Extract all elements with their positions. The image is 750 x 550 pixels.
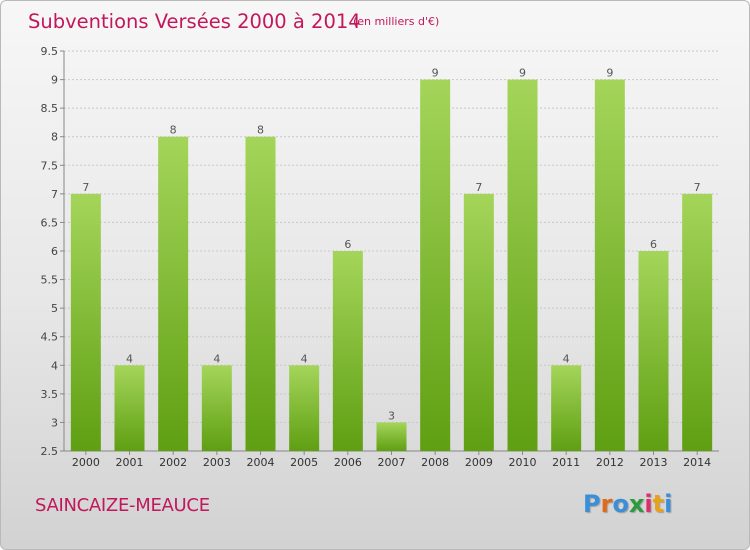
y-tick-label: 3	[51, 416, 58, 429]
data-label: 7	[475, 181, 482, 194]
bar-2014	[682, 193, 713, 451]
logo-letter: t	[652, 490, 665, 518]
logo-letter: i	[644, 490, 653, 518]
chart-unit-label: (en milliers d'€)	[353, 15, 440, 28]
x-tick-label: 2004	[247, 456, 275, 469]
x-tick-label: 2012	[596, 456, 624, 469]
y-tick-label: 9	[51, 74, 58, 87]
data-label: 9	[519, 67, 526, 80]
x-tick-label: 2000	[72, 456, 100, 469]
y-tick-label: 8	[51, 131, 58, 144]
bar-2000	[70, 193, 101, 451]
bar-2004	[245, 136, 276, 451]
y-tick-label: 7	[51, 188, 58, 201]
bar-2008	[420, 79, 451, 452]
bar-2011	[551, 365, 582, 451]
data-label: 8	[257, 124, 264, 137]
y-tick-label: 3.5	[41, 388, 59, 401]
y-tick-label: 7.5	[41, 159, 59, 172]
data-label: 3	[388, 409, 395, 422]
chart-title: Subventions Versées 2000 à 2014	[28, 10, 361, 33]
data-label: 4	[213, 352, 220, 365]
logo-letter: i	[664, 490, 673, 518]
y-tick-label: 8.5	[41, 102, 59, 115]
x-tick-label: 2006	[334, 456, 362, 469]
x-tick-label: 2002	[159, 456, 187, 469]
y-tick-label: 6.5	[41, 216, 59, 229]
labels: 2.5 3 3.5 4 4.5 5 5.5 6 6.5 7 7.5 8 8.5 9 9.5 2000 7 2001…	[41, 45, 712, 469]
x-tick-label: 2003	[203, 456, 231, 469]
bar-2005	[289, 365, 320, 451]
data-label: 8	[170, 124, 177, 137]
bar-2003	[201, 365, 232, 451]
x-tick-label: 2008	[421, 456, 449, 469]
data-label: 4	[126, 352, 133, 365]
x-tick-label: 2010	[509, 456, 537, 469]
bar-2002	[158, 136, 189, 451]
y-tick-label: 9.5	[41, 45, 59, 58]
bar-2010	[507, 79, 538, 452]
logo-letter: x	[628, 490, 645, 518]
bar-2001	[114, 365, 145, 451]
data-label: 4	[301, 352, 308, 365]
y-tick-label: 5.5	[41, 274, 59, 287]
y-tick-label: 5	[51, 302, 58, 315]
y-tick-label: 2.5	[41, 445, 59, 458]
x-tick-label: 2011	[552, 456, 580, 469]
bar-2013	[638, 251, 669, 451]
y-tick-label: 4.5	[41, 331, 59, 344]
bar-2006	[332, 251, 363, 451]
bar-2007	[376, 422, 407, 451]
data-label: 9	[606, 67, 613, 80]
logo-letter: r	[600, 490, 613, 518]
bar-2009	[463, 193, 494, 451]
x-tick-label: 2005	[290, 456, 318, 469]
proxiti-logo: Proxiti	[583, 490, 672, 518]
bar-2012	[594, 79, 625, 452]
x-tick-label: 2014	[683, 456, 711, 469]
data-label: 6	[344, 238, 351, 251]
x-tick-label: 2013	[640, 456, 668, 469]
data-label: 9	[432, 67, 439, 80]
commune-name: SAINCAIZE-MEAUCE	[35, 495, 210, 516]
data-label: 6	[650, 238, 657, 251]
data-label: 4	[563, 352, 570, 365]
logo-letter: P	[583, 490, 601, 518]
x-tick-label: 2001	[116, 456, 144, 469]
y-tick-label: 6	[51, 245, 58, 258]
y-tick-label: 4	[51, 359, 58, 372]
x-tick-label: 2007	[378, 456, 406, 469]
data-label: 7	[82, 181, 89, 194]
x-tick-label: 2009	[465, 456, 493, 469]
bars	[70, 79, 713, 452]
data-label: 7	[694, 181, 701, 194]
logo-letter: o	[612, 490, 629, 518]
